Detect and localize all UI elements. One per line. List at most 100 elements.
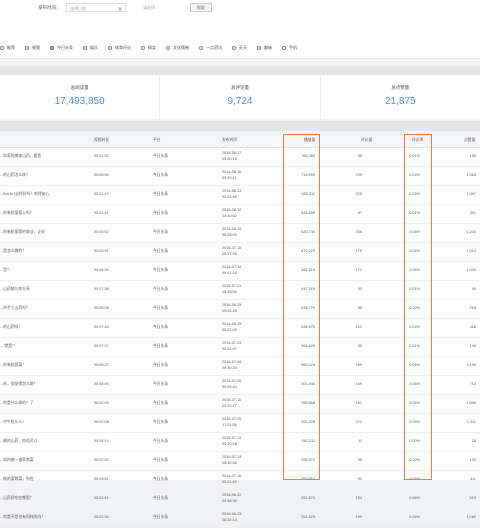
comment-count: 56 [357,458,362,462]
comment-rate: 0.05% [409,382,420,386]
channel-radio[interactable]: 文化情感 [166,44,189,52]
table-row[interactable]: ...山药都与你分享 00:07:38 今日头条 2016-07-01 15:39:55… [0,280,480,300]
table-row[interactable]: ...fish.tv?这样好吗？吃得安心 00:01:47 今日头条 2016-08-… [0,185,480,205]
column-header[interactable]: 点赞量 [464,138,476,142]
like-count: 1,397 [466,192,476,196]
table-row[interactable]: ...你是不是也有同样的吗？ 00:02:34 今日头条 2016-06-23 08:3… [0,508,480,528]
comment-rate: 0.04% [409,268,420,272]
publish-date: 2016-07-10 [222,398,242,402]
video-platform: 今日头条 [153,192,169,196]
column-header[interactable]: 播放量 [304,138,316,142]
radio-dot-icon [257,46,261,50]
video-platform: 今日头条 [153,477,169,481]
table-row[interactable]: ...的有机蔬菜！ 00:06:27 今日头条 2016-07-04 09:30:24 3… [0,356,480,376]
table-row[interactable]: ..."就是"！ 00:07:37 今日头条 2016-07-03 09:32:07 36… [0,337,480,357]
publish-time: 09:20:11 [222,176,237,180]
comment-count: 171 [355,268,362,272]
channel-radio-label: 趣味 [264,45,272,50]
table-row[interactable]: ...的山药怎么样？ 00:00:54 今日头条 2016-08-16 09:20:11… [0,166,480,186]
channel-radio[interactable]: 搞笑 [141,44,156,52]
publish-date: 2016-06-25 [222,303,242,307]
channel-radio[interactable]: 娱乐 [83,44,98,52]
table-row[interactable]: ...中午吃什么? 00:02:08 今日头条 2016-07-05 17:01:58 2… [0,413,480,433]
video-title: ...是怎么做的？ [0,249,26,253]
comment-count: 30 [357,344,362,348]
like-count: 1,034 [466,268,476,272]
video-title: ...你是什么样的？了 [0,401,34,405]
video-platform: 今日头条 [153,268,169,272]
channel-radio[interactable]: 视频 [25,44,40,52]
video-platform: 今日头条 [153,363,169,367]
table-row[interactable]: ...里？ 00:04:39 今日头条 2016-07-19 09:41:18 461,3… [0,261,480,281]
video-title: ...山药都与你分享 [0,287,30,291]
play-count: 461,315 [301,268,315,272]
channel-radio[interactable]: 今日头条 [50,44,73,52]
publish-time: 09:32:07 [222,347,237,351]
comment-count: 272 [355,420,362,424]
video-table: 视频时长 平台 发布时间 播放量 评论量 评论率 点赞量 ...你家的美味山药，要您 00:0… [0,133,480,528]
comment-count: 53 [357,287,362,291]
table-row[interactable]: ...的有机葡萄的做法，让你 00:00:52 今日头条 2016-08-24 09:2… [0,223,480,243]
table-row[interactable]: ...的有机葡萄入吗？ 00:01:41 今日头条 2016-08-12 14:40:0… [0,204,480,224]
table-row[interactable]: ...是怎么做的？ 00:03:51 今日头条 2016-07-16 09:17:35 4… [0,242,480,262]
comment-count: 45 [357,154,362,158]
channel-radio-label: 推荐 [7,45,15,50]
table-header: 视频时长 平台 发布时间 播放量 评论量 评论率 点赞量 [0,133,480,148]
video-duration: 00:01:41 [94,211,109,215]
table-row[interactable]: ...做的山药，你也可以 00:04:14 今日头条 2016-07-14 09:20:… [0,432,480,452]
channel-radio[interactable]: 体育评论 [108,44,131,52]
video-duration: 00:04:14 [94,439,109,443]
publish-date: 2016-07-05 [222,417,242,421]
video-duration: 00:07:38 [94,287,109,291]
table-row[interactable]: ...做的家常菜，你也 00:03:51 今日头条 2016-07-16 09:21:4… [0,470,480,490]
video-duration: 00:04:49 [94,382,109,386]
like-count: 28 [471,439,476,443]
comment-count: 11 [358,439,362,443]
table-row[interactable]: ...你是什么样的？了 00:02:00 今日头条 2016-07-10 09:20:1… [0,394,480,414]
filter-bar: 发布时间: 选择日期 ▦ 请选择 搜索 推荐 视频 今日头条 娱乐 体育评论 搞笑 文化情感… [0,0,480,59]
comment-count: 170 [355,249,362,253]
table-row[interactable]: ...你家的美味山药，要您 00:01:32 今日头条 2016-08-17 09:20… [0,147,480,167]
radio-dot-icon [83,46,87,50]
channel-radio[interactable]: 天天 [232,44,247,52]
column-header[interactable]: 评论率 [412,138,424,142]
column-header[interactable]: 平台 [153,138,161,142]
video-title: ...山药好吃在哪里？ [0,496,34,500]
section-divider [0,121,480,131]
channel-radio[interactable]: 推荐 [0,44,15,52]
video-platform: 今日头条 [153,401,169,405]
play-count: 718,590 [301,173,315,177]
publish-time: 09:49:44 [222,385,237,389]
date-input[interactable]: 选择日期 ▦ [66,3,126,12]
column-header[interactable]: 评论量 [361,138,373,142]
play-count: 436,779 [301,306,315,310]
channel-select[interactable]: 请选择 [143,5,155,10]
comment-count: 87 [357,211,362,215]
play-count: 365,625 [301,344,315,348]
video-platform: 今日头条 [153,515,169,519]
channel-radio[interactable]: 趣味 [257,44,272,52]
search-button[interactable]: 搜索 [190,3,212,12]
table-row[interactable]: ...的，你觉得怎么做？ 00:04:49 今日头条 2016-07-06 09:49:… [0,375,480,395]
video-platform: 今日头条 [153,230,169,234]
publish-date: 2016-08-12 [222,208,242,212]
column-header[interactable]: 发布时间 [222,138,238,142]
channel-radio[interactable]: 一点资讯 [199,44,222,52]
table-row[interactable]: ...如何做一道家常菜 00:02:20 今日头条 2016-07-13 08:32:3… [0,451,480,471]
stat-total-reads: 总阅读量 17,493,850 [54,85,105,107]
comment-rate: 0.04% [409,230,420,234]
like-count: 411 [469,477,476,481]
channel-radio[interactable]: 手机 [282,44,297,52]
table-row[interactable]: ...的山药吗？ 00:07:40 今日头条 2016-06-29 09:22:03 43… [0,318,480,338]
publish-date: 2016-07-13 [222,455,242,459]
publish-date: 2016-06-23 [222,512,242,516]
comment-count: 199 [355,515,362,519]
video-duration: 00:02:34 [94,515,109,519]
table-row[interactable]: ...的手工山药吗？ 00:05:08 今日头条 2016-06-25 09:22:48… [0,299,480,319]
table-row[interactable]: ...山药好吃在哪里？ 00:02:41 今日头条 2016-06-22 09:38:3… [0,489,480,509]
video-duration: 00:05:08 [94,306,109,310]
channel-radio-label: 一点资讯 [206,45,222,50]
video-platform: 今日头条 [153,496,169,500]
radio-dot-icon [50,46,54,50]
column-header[interactable]: 视频时长 [94,138,110,142]
